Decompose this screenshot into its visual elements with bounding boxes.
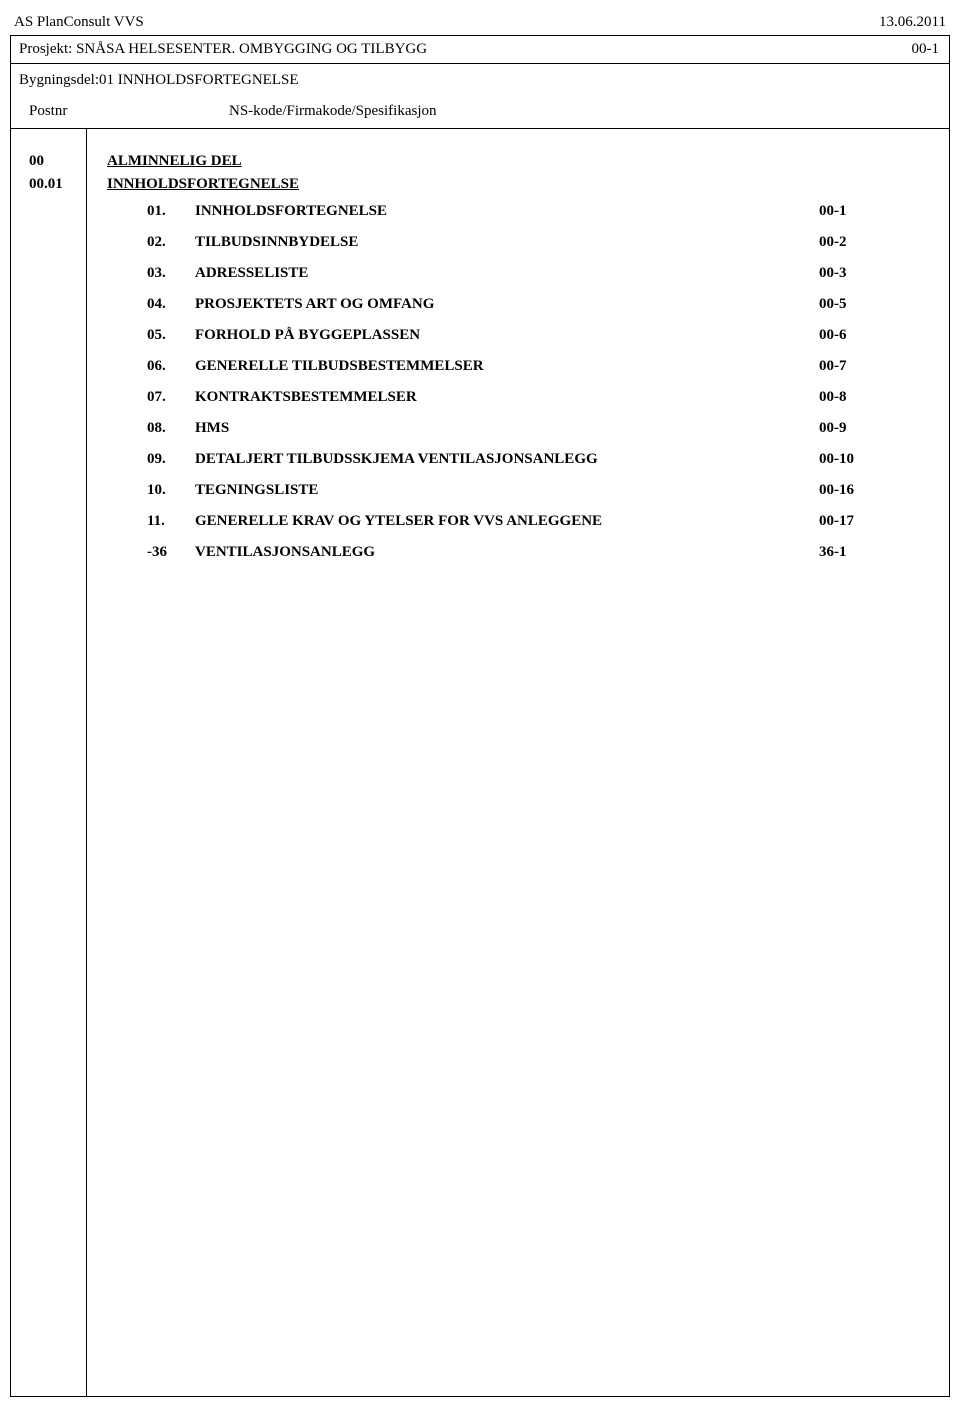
document-page: AS PlanConsult VVS 13.06.2011 Prosjekt: …: [0, 0, 960, 1408]
col-header-postnr: Postnr: [19, 103, 89, 120]
toc-item: -36 VENTILASJONSANLEGG 36-1: [147, 544, 889, 561]
toc-page: 00-8: [819, 389, 889, 406]
toc-item: 10. TEGNINGSLISTE 00-16: [147, 482, 889, 499]
toc-label: INNHOLDSFORTEGNELSE: [195, 203, 819, 220]
section-title-row: ALMINNELIG DEL: [107, 153, 889, 170]
toc-number: 09.: [147, 451, 195, 468]
page-reference: 00-1: [912, 41, 940, 58]
section-label: Bygningsdel:01 INNHOLDSFORTEGNELSE: [11, 64, 949, 93]
toc-item: 02. TILBUDSINNBYDELSE 00-2: [147, 234, 889, 251]
toc-label: PROSJEKTETS ART OG OMFANG: [195, 296, 819, 313]
project-header: Prosjekt: SNÅSA HELSESENTER. OMBYGGING O…: [11, 36, 949, 64]
toc-label: TEGNINGSLISTE: [195, 482, 819, 499]
section-title: ALMINNELIG DEL: [107, 153, 242, 170]
company-name: AS PlanConsult VVS: [14, 14, 144, 31]
toc-page: 00-17: [819, 513, 889, 530]
toc-number: -36: [147, 544, 195, 561]
toc-number: 06.: [147, 358, 195, 375]
post-number: 00: [11, 153, 86, 170]
toc-label: FORHOLD PÅ BYGGEPLASSEN: [195, 327, 819, 344]
toc-number: 10.: [147, 482, 195, 499]
section-title-row: INNHOLDSFORTEGNELSE: [107, 176, 889, 193]
project-label: Prosjekt: SNÅSA HELSESENTER. OMBYGGING O…: [19, 41, 427, 58]
toc-page: 00-2: [819, 234, 889, 251]
toc-item: 03. ADRESSELISTE 00-3: [147, 265, 889, 282]
toc-page: 00-9: [819, 420, 889, 437]
toc-page: 00-5: [819, 296, 889, 313]
toc-number: 11.: [147, 513, 195, 530]
toc-label: TILBUDSINNBYDELSE: [195, 234, 819, 251]
toc-page: 00-16: [819, 482, 889, 499]
section-title: INNHOLDSFORTEGNELSE: [107, 176, 299, 193]
toc-page: 00-6: [819, 327, 889, 344]
content-body: 00 00.01 ALMINNELIG DEL INNHOLDSFORTEGNE…: [11, 129, 949, 1396]
toc-label: HMS: [195, 420, 819, 437]
col-header-spec: NS-kode/Firmakode/Spesifikasjon: [89, 103, 939, 120]
toc-number: 02.: [147, 234, 195, 251]
spec-column: ALMINNELIG DEL INNHOLDSFORTEGNELSE 01. I…: [87, 129, 949, 1396]
document-date: 13.06.2011: [879, 14, 946, 31]
toc-label: GENERELLE KRAV OG YTELSER FOR VVS ANLEGG…: [195, 513, 819, 530]
post-number: 00.01: [11, 176, 86, 193]
toc-label: DETALJERT TILBUDSSKJEMA VENTILASJONSANLE…: [195, 451, 819, 468]
toc-item: 08. HMS 00-9: [147, 420, 889, 437]
toc-number: 01.: [147, 203, 195, 220]
top-header: AS PlanConsult VVS 13.06.2011: [10, 14, 950, 35]
toc-item: 09. DETALJERT TILBUDSSKJEMA VENTILASJONS…: [147, 451, 889, 468]
toc-page: 36-1: [819, 544, 889, 561]
toc-page: 00-1: [819, 203, 889, 220]
toc-page: 00-10: [819, 451, 889, 468]
content-frame: Prosjekt: SNÅSA HELSESENTER. OMBYGGING O…: [10, 35, 950, 1397]
toc-item: 06. GENERELLE TILBUDSBESTEMMELSER 00-7: [147, 358, 889, 375]
toc-item: 11. GENERELLE KRAV OG YTELSER FOR VVS AN…: [147, 513, 889, 530]
toc-item: 04. PROSJEKTETS ART OG OMFANG 00-5: [147, 296, 889, 313]
column-headers: Postnr NS-kode/Firmakode/Spesifikasjon: [11, 93, 949, 129]
toc-label: GENERELLE TILBUDSBESTEMMELSER: [195, 358, 819, 375]
toc-number: 05.: [147, 327, 195, 344]
toc-number: 07.: [147, 389, 195, 406]
toc-label: VENTILASJONSANLEGG: [195, 544, 819, 561]
toc-page: 00-3: [819, 265, 889, 282]
toc-number: 08.: [147, 420, 195, 437]
toc-label: KONTRAKTSBESTEMMELSER: [195, 389, 819, 406]
toc-item: 01. INNHOLDSFORTEGNELSE 00-1: [147, 203, 889, 220]
toc-item: 07. KONTRAKTSBESTEMMELSER 00-8: [147, 389, 889, 406]
toc-number: 03.: [147, 265, 195, 282]
post-number-column: 00 00.01: [11, 129, 87, 1396]
toc-number: 04.: [147, 296, 195, 313]
toc-label: ADRESSELISTE: [195, 265, 819, 282]
toc-list: 01. INNHOLDSFORTEGNELSE 00-1 02. TILBUDS…: [107, 203, 889, 561]
toc-item: 05. FORHOLD PÅ BYGGEPLASSEN 00-6: [147, 327, 889, 344]
toc-page: 00-7: [819, 358, 889, 375]
